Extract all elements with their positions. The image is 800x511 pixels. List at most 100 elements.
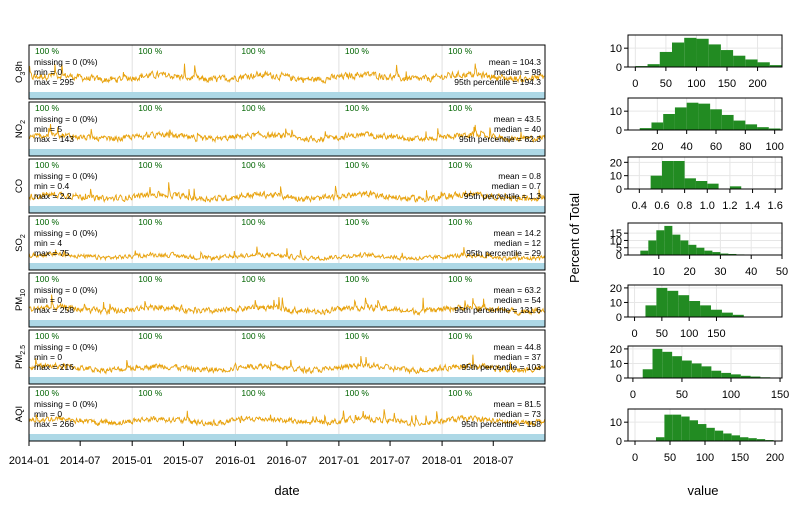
- ts-series-line: [28, 123, 546, 144]
- hist-x-tick-label: 20: [651, 141, 663, 153]
- hist-y-tick-label: 20: [610, 283, 622, 295]
- hist-bar: [656, 287, 668, 317]
- ts-panel-bg: [29, 387, 545, 441]
- hist-bar: [711, 370, 722, 378]
- ts-series-line: [28, 354, 546, 375]
- coverage-label: 100 %: [241, 46, 266, 56]
- data-capture-bar: [29, 92, 545, 99]
- hist-bar: [684, 178, 696, 189]
- hist-bar: [728, 253, 737, 255]
- hist-x-tick-label: 50: [664, 452, 676, 464]
- hist-bar: [681, 416, 690, 441]
- hist-x-tick-label: 150: [707, 328, 725, 340]
- coverage-label: 100 %: [448, 46, 473, 56]
- stat-left: missing = 0 (0%): [34, 57, 98, 67]
- hist-frame: [627, 222, 783, 256]
- coverage-label: 100 %: [345, 274, 370, 284]
- hist-bar: [721, 372, 731, 378]
- stat-right: median = 40: [494, 124, 541, 134]
- hist-panel-4: 0 10 20 0 50 100 150: [610, 283, 783, 340]
- hist-bar: [650, 175, 662, 189]
- hist-bar: [698, 424, 707, 441]
- hist-x-tick-label: 1.6: [768, 200, 783, 212]
- ts-panel-6: 100 % 100 % 100 % 100 % 100 %missing = 0 (0%…: [14, 386, 546, 442]
- stat-right: mean = 104.3: [489, 57, 541, 67]
- coverage-label: 100 %: [448, 160, 473, 170]
- hist-x-tick-label: 200: [748, 78, 766, 90]
- panel-label: NO2: [14, 120, 27, 138]
- coverage-label: 100 %: [345, 46, 370, 56]
- stat-right: mean = 43.5: [494, 114, 542, 124]
- stat-left: max = 258: [34, 305, 74, 315]
- ts-panel-bg: [29, 159, 545, 213]
- coverage-label: 100 %: [241, 274, 266, 284]
- hist-y-tick-label: 10: [610, 417, 622, 429]
- hist-x-tick-label: 20: [683, 266, 695, 278]
- hist-y-tick-label: 5: [616, 243, 622, 255]
- data-capture-bar: [29, 320, 545, 327]
- stat-right: median = 54: [494, 295, 541, 305]
- hist-bar: [642, 369, 653, 378]
- x-tick-label: 2014-07: [60, 455, 100, 467]
- hist-x-tick-label: 0: [630, 389, 636, 401]
- hist-bar: [707, 183, 719, 189]
- hist-y-tick-label: 20: [610, 157, 622, 169]
- hist-x-tick-label: 50: [660, 78, 672, 90]
- coverage-label: 100 %: [448, 103, 473, 113]
- hist-frame: [627, 34, 783, 68]
- stat-right: 95th percentile = 103: [461, 362, 541, 372]
- coverage-label: 100 %: [241, 217, 266, 227]
- ts-panel-frame: [28, 101, 546, 157]
- hist-x-tick-label: 0: [632, 78, 638, 90]
- hist-bar: [714, 430, 724, 441]
- hist-bar: [721, 114, 734, 130]
- stat-left: max = 143: [34, 134, 74, 144]
- hist-bar: [732, 314, 744, 317]
- hist-bar: [691, 363, 702, 378]
- hist-x-tick-label: 150: [718, 78, 736, 90]
- hist-bar: [681, 360, 692, 378]
- hist-y-tick-label: 10: [610, 43, 622, 55]
- ts-panel-bg: [29, 216, 545, 270]
- stat-left: min = 0: [34, 67, 62, 77]
- hist-y-tick-label: 20: [610, 344, 622, 356]
- hist-y-tick-label: 10: [610, 235, 622, 247]
- timeseries-group: 100 % 100 % 100 % 100 % 100 %missing = 0 (0%…: [9, 44, 546, 467]
- stat-right: mean = 14.2: [494, 228, 542, 238]
- hist-bar: [672, 414, 682, 441]
- hist-bar: [656, 230, 665, 255]
- hist-bar: [720, 253, 729, 255]
- hist-frame: [627, 284, 783, 318]
- coverage-label: 100 %: [35, 160, 60, 170]
- x-axis-title-date: date: [274, 483, 299, 498]
- stat-right: median = 73: [494, 409, 541, 419]
- stat-left: min = 0: [34, 295, 62, 305]
- x-tick-label: 2015-01: [112, 455, 152, 467]
- stat-right: 95th percentile = 1.3: [464, 191, 542, 201]
- x-tick-label: 2014-01: [9, 455, 49, 467]
- coverage-label: 100 %: [448, 331, 473, 341]
- coverage-label: 100 %: [138, 103, 163, 113]
- ts-panel-bg: [29, 330, 545, 384]
- hist-bar: [647, 64, 660, 67]
- data-capture-bar: [29, 377, 545, 384]
- hist-y-tick-label: 15: [610, 228, 622, 240]
- hist-bar: [678, 295, 690, 317]
- stat-left: min = 5: [34, 124, 62, 134]
- stat-right: median = 12: [494, 238, 541, 248]
- hist-bar: [652, 348, 663, 378]
- stat-left: missing = 0 (0%): [34, 285, 98, 295]
- hist-panel-1: 0 10 20 40 60 80 100: [610, 97, 784, 153]
- stat-right: median = 37: [494, 352, 541, 362]
- coverage-label: 100 %: [345, 103, 370, 113]
- hist-bar: [664, 414, 673, 441]
- ts-panel-bg: [29, 45, 545, 99]
- hist-x-tick-label: 30: [714, 266, 726, 278]
- coverage-label: 100 %: [35, 274, 60, 284]
- ts-series-line: [28, 63, 545, 84]
- hist-bar: [723, 433, 732, 441]
- ts-panel-4: 100 % 100 % 100 % 100 % 100 %missing = 0 (0%…: [14, 272, 546, 328]
- hist-y-tick-label: 10: [610, 358, 622, 370]
